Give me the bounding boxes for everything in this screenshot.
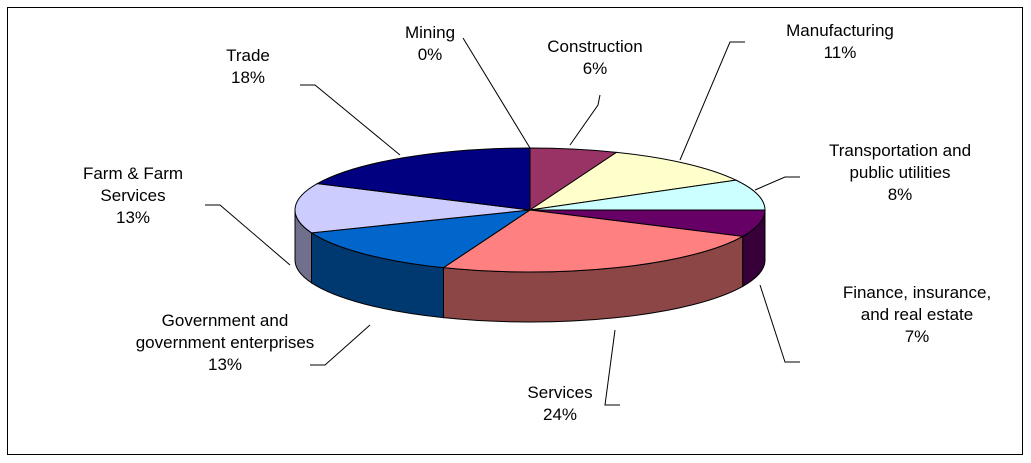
slice-label: Government and government enterprises 13% xyxy=(130,310,320,376)
slice-label: Transportation and public utilities 8% xyxy=(805,140,995,206)
slice-label: Services 24% xyxy=(480,382,640,426)
value-label: 0% xyxy=(417,45,443,64)
leader-line xyxy=(310,324,371,366)
value-label: 8% xyxy=(887,185,913,204)
category: Mining xyxy=(404,23,456,42)
value-label: 6% xyxy=(582,59,608,78)
value-label: 13% xyxy=(207,355,243,374)
category: Construction xyxy=(547,37,643,56)
category: Finance, insurance, and real estate xyxy=(842,283,992,324)
category: Farm & Farm Services xyxy=(82,164,184,205)
category: Transportation and public utilities xyxy=(828,141,972,182)
value-label: 11% xyxy=(823,43,857,62)
slice xyxy=(529,179,766,211)
leader-line xyxy=(759,284,800,363)
slice xyxy=(294,183,531,234)
value-label: 13% xyxy=(115,208,151,227)
slice-label: Manufacturing 11% xyxy=(750,20,930,64)
slice-label: Farm & Farm Services 13% xyxy=(63,163,203,229)
value-label: 18% xyxy=(230,68,266,87)
category: Manufacturing xyxy=(786,21,894,40)
slice xyxy=(442,209,745,273)
slice-label: Trade 18% xyxy=(188,45,308,89)
leader-line xyxy=(462,37,531,149)
category: Trade xyxy=(226,46,270,65)
leader-line xyxy=(569,94,601,146)
leader-line xyxy=(754,176,800,191)
slice-label: Finance, insurance, and real estate 7% xyxy=(832,282,1002,348)
category: Services xyxy=(527,383,593,402)
leader-line xyxy=(205,204,291,266)
pie xyxy=(294,147,766,323)
slice xyxy=(529,151,738,211)
slice xyxy=(310,209,531,269)
slice xyxy=(529,209,766,237)
leader-lines xyxy=(205,37,800,406)
leader-line xyxy=(679,41,745,161)
category: Government and government enterprises xyxy=(135,311,315,352)
slice-label: Construction 6% xyxy=(515,36,675,80)
slice xyxy=(315,147,531,211)
leader-line xyxy=(300,84,401,156)
slice-label: Mining 0% xyxy=(370,22,490,66)
value-label: 7% xyxy=(904,327,930,346)
value-label: 24% xyxy=(542,405,578,424)
leader-line xyxy=(604,329,620,406)
